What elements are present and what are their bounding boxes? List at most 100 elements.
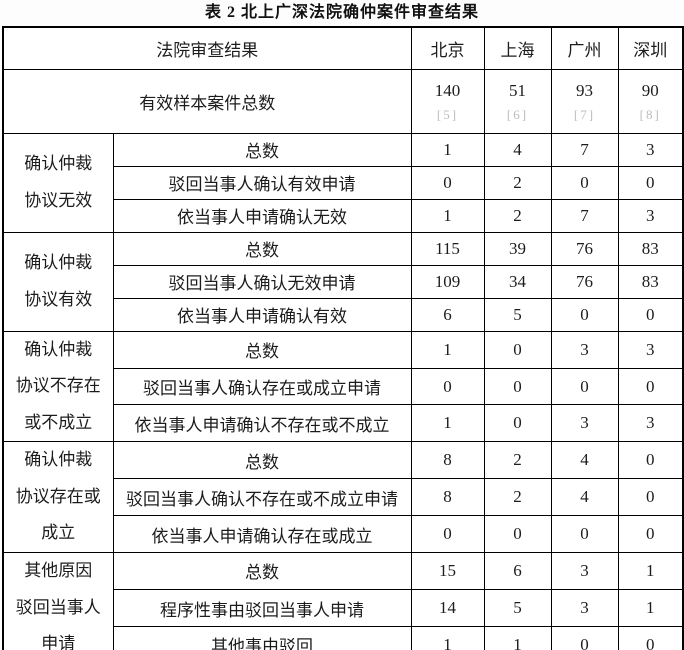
footnote-ref: [8] bbox=[639, 106, 661, 122]
group-label-invalid: 确认仲裁 协议无效 bbox=[2, 132, 114, 233]
row-label: 驳回当事人确认不存在或不成立申请 bbox=[112, 478, 412, 517]
value-cell: 3 bbox=[550, 330, 619, 369]
value-cell: 0 bbox=[410, 515, 485, 553]
value-cell: 0 bbox=[550, 297, 619, 332]
row-label: 依当事人申请确认无效 bbox=[112, 198, 412, 233]
value-cell: 109 bbox=[410, 264, 485, 299]
value-cell: 76 bbox=[550, 231, 619, 266]
header-court-review-result: 法院审查结果 bbox=[2, 26, 412, 70]
value-cell: 3 bbox=[550, 404, 619, 443]
review-results-table: 法院审查结果 北京 上海 广州 深圳 有效样本案件总数 140 [5] 51 [… bbox=[2, 26, 684, 650]
value-cell: 14 bbox=[410, 589, 485, 628]
value-cell: 0 bbox=[550, 515, 619, 553]
row-label: 程序性事由驳回当事人申请 bbox=[112, 589, 412, 628]
value-cell: 2 bbox=[483, 198, 552, 233]
sample-value-shenzhen: 90 [8] bbox=[617, 68, 684, 134]
value-cell: 0 bbox=[410, 165, 485, 200]
value-cell: 3 bbox=[617, 198, 684, 233]
sample-count: 93 bbox=[576, 80, 593, 100]
value-cell: 2 bbox=[483, 441, 552, 480]
sample-value-guangzhou: 93 [7] bbox=[550, 68, 619, 134]
value-cell: 8 bbox=[410, 478, 485, 517]
value-cell: 0 bbox=[483, 367, 552, 406]
header-city-shanghai: 上海 bbox=[483, 26, 552, 70]
table-row: 确认仲裁 协议有效 总数 115 39 76 83 bbox=[2, 231, 684, 332]
value-cell: 83 bbox=[617, 264, 684, 299]
value-cell: 15 bbox=[410, 551, 485, 591]
value-cell: 0 bbox=[617, 297, 684, 332]
value-cell: 0 bbox=[550, 165, 619, 200]
row-label: 依当事人申请确认有效 bbox=[112, 297, 412, 332]
value-cell: 4 bbox=[483, 132, 552, 167]
value-cell: 6 bbox=[483, 551, 552, 591]
table-row: 确认仲裁 协议存在或 成立 总数 8 2 4 0 bbox=[2, 441, 684, 553]
value-cell: 0 bbox=[550, 626, 619, 650]
table-row: 依当事人申请确认有效 6 5 0 0 bbox=[3, 297, 684, 332]
table-row: 驳回当事人确认存在或成立申请 0 0 0 0 bbox=[3, 367, 684, 406]
value-cell: 0 bbox=[483, 515, 552, 553]
value-cell: 5 bbox=[483, 589, 552, 628]
value-cell: 3 bbox=[617, 330, 684, 369]
row-label: 驳回当事人确认存在或成立申请 bbox=[112, 367, 412, 406]
table-row: 程序性事由驳回当事人申请 14 5 3 1 bbox=[3, 589, 684, 628]
table-row: 确认仲裁 协议不存在 或不成立 总数 1 0 3 3 bbox=[2, 330, 684, 443]
value-cell: 0 bbox=[617, 441, 684, 480]
row-label: 驳回当事人确认无效申请 bbox=[112, 264, 412, 299]
value-cell: 2 bbox=[483, 478, 552, 517]
value-cell: 2 bbox=[483, 165, 552, 200]
value-cell: 3 bbox=[617, 404, 684, 443]
value-cell: 8 bbox=[410, 441, 485, 480]
value-cell: 5 bbox=[483, 297, 552, 332]
table-row: 依当事人申请确认不存在或不成立 1 0 3 3 bbox=[3, 404, 684, 443]
value-cell: 1 bbox=[617, 589, 684, 628]
footnote-ref: [5] bbox=[436, 106, 459, 122]
row-label: 其他事由驳回 bbox=[112, 626, 412, 650]
value-cell: 34 bbox=[483, 264, 552, 299]
row-label: 总数 bbox=[112, 231, 412, 266]
value-cell: 1 bbox=[617, 551, 684, 591]
value-cell: 7 bbox=[550, 198, 619, 233]
value-cell: 1 bbox=[410, 132, 485, 167]
value-cell: 4 bbox=[550, 441, 619, 480]
header-city-shenzhen: 深圳 bbox=[617, 26, 684, 70]
value-cell: 6 bbox=[410, 297, 485, 332]
value-cell: 0 bbox=[617, 478, 684, 517]
table-row: 其他原因 驳回当事人 申请 总数 15 6 3 1 bbox=[2, 551, 684, 650]
value-cell: 0 bbox=[617, 515, 684, 553]
sample-count: 140 bbox=[434, 80, 461, 100]
value-cell: 39 bbox=[483, 231, 552, 266]
value-cell: 76 bbox=[550, 264, 619, 299]
table-caption: 表 2 北上广深法院确仲案件审查结果 bbox=[204, 4, 479, 21]
value-cell: 1 bbox=[483, 626, 552, 650]
value-cell: 0 bbox=[617, 165, 684, 200]
row-label: 总数 bbox=[112, 441, 412, 480]
sample-count: 90 bbox=[641, 80, 659, 100]
header-row: 法院审查结果 北京 上海 广州 深圳 bbox=[2, 26, 684, 70]
row-label: 总数 bbox=[112, 330, 412, 369]
table-row: 依当事人申请确认无效 1 2 7 3 bbox=[3, 198, 684, 233]
value-cell: 0 bbox=[617, 367, 684, 406]
group-label-existent: 确认仲裁 协议存在或 成立 bbox=[2, 441, 114, 553]
value-cell: 1 bbox=[410, 626, 485, 650]
value-cell: 4 bbox=[550, 478, 619, 517]
sample-value-beijing: 140 [5] bbox=[410, 68, 485, 134]
footnote-ref: [6] bbox=[506, 106, 529, 122]
value-cell: 3 bbox=[550, 551, 619, 591]
table-row: 依当事人申请确认存在或成立 0 0 0 0 bbox=[3, 515, 684, 553]
header-city-beijing: 北京 bbox=[410, 26, 485, 70]
value-cell: 0 bbox=[483, 330, 552, 369]
value-cell: 0 bbox=[617, 626, 684, 650]
row-label: 总数 bbox=[112, 551, 412, 591]
value-cell: 1 bbox=[410, 404, 485, 443]
value-cell: 3 bbox=[550, 589, 619, 628]
table-row: 驳回当事人确认有效申请 0 2 0 0 bbox=[3, 165, 684, 200]
table-row: 驳回当事人确认不存在或不成立申请 8 2 4 0 bbox=[3, 478, 684, 517]
table-row: 驳回当事人确认无效申请 109 34 76 83 bbox=[3, 264, 684, 299]
row-label: 依当事人申请确认不存在或不成立 bbox=[112, 404, 412, 443]
sample-count: 51 bbox=[509, 80, 526, 100]
sample-total-row: 有效样本案件总数 140 [5] 51 [6] 93 [7] 90 [8] bbox=[2, 68, 684, 134]
group-label-valid: 确认仲裁 协议有效 bbox=[2, 231, 114, 332]
table-row: 其他事由驳回 1 1 0 0 bbox=[3, 626, 684, 650]
sample-total-label: 有效样本案件总数 bbox=[2, 68, 412, 134]
